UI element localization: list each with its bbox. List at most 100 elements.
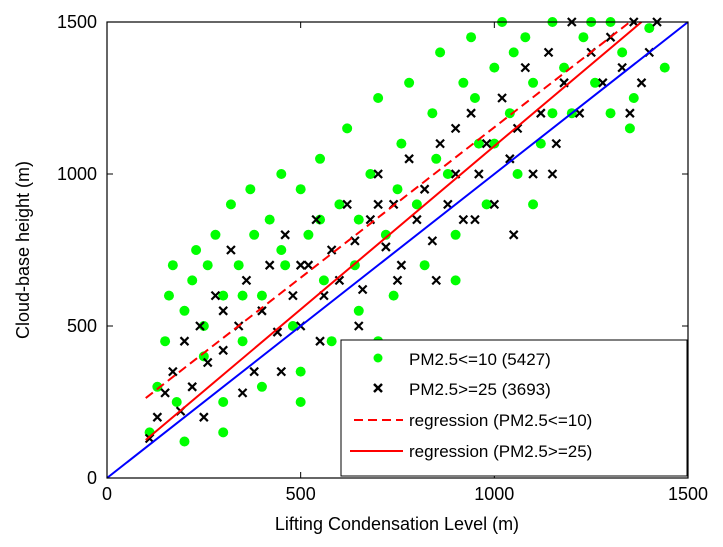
scatter-point-x: [636, 78, 647, 88]
scatter-point-green: [380, 229, 391, 240]
scatter-point-green: [590, 77, 601, 88]
scatter-point-green: [245, 184, 256, 195]
scatter-point-x: [249, 366, 259, 377]
scatter-point-x: [210, 290, 221, 301]
scatter-point-x: [497, 93, 507, 103]
scatter-point-green: [605, 108, 616, 119]
scatter-point-x: [179, 336, 190, 346]
scatter-point-x: [466, 108, 476, 118]
scatter-point-x: [288, 290, 298, 301]
x-axis-label: Lifting Condensation Level (m): [275, 514, 519, 534]
scatter-point-green: [295, 366, 306, 377]
legend-label: regression (PM2.5<=10): [409, 411, 592, 430]
legend-label: PM2.5>=25 (3693): [409, 380, 551, 399]
scatter-point-green: [481, 199, 492, 210]
scatter-point-x: [272, 327, 283, 337]
scatter-point-x: [431, 275, 442, 286]
scatter-point-green: [191, 245, 202, 255]
scatter-point-x: [481, 138, 492, 149]
y-tick-label: 1000: [57, 164, 97, 184]
scatter-point-green: [624, 123, 635, 134]
scatter-point-green: [659, 62, 670, 73]
scatter-point-green: [237, 290, 248, 301]
scatter-point-x: [404, 154, 414, 164]
scatter-point-green: [427, 108, 438, 119]
scatter-point-green: [342, 123, 353, 134]
scatter-point-green: [628, 93, 639, 103]
scatter-point-x: [419, 184, 430, 194]
scatter-point-x: [512, 123, 523, 134]
scatter-point-x: [508, 230, 519, 240]
scatter-point-green: [202, 260, 213, 271]
legend-box: [340, 339, 688, 477]
y-axis-label: Cloud-base height (m): [13, 161, 33, 339]
scatter-point-x: [168, 366, 178, 377]
scatter-point-x: [311, 214, 321, 225]
y-tick-label: 0: [87, 468, 97, 488]
scatter-point-x: [353, 321, 364, 331]
scatter-point-x: [598, 78, 608, 88]
scatter-point-x: [373, 199, 383, 210]
scatter-point-x: [160, 388, 170, 398]
scatter-point-green: [163, 290, 174, 301]
scatter-point-green: [489, 138, 500, 149]
scatter-point-x: [520, 62, 531, 73]
scatter-point-x: [551, 138, 562, 149]
scatter-point-x: [295, 260, 306, 270]
scatter-point-green: [535, 138, 546, 149]
legend-x-marker: [373, 383, 383, 393]
scatter-point-green: [318, 275, 329, 286]
scatter-point-x: [489, 199, 500, 210]
scatter-point-x: [276, 366, 287, 377]
scatter-point-x: [528, 169, 538, 179]
legend-label: regression (PM2.5>=25): [409, 442, 592, 461]
scatter-point-x: [381, 242, 391, 252]
legend-dot-marker: [373, 353, 383, 363]
scatter-point-green: [280, 260, 291, 271]
scatter-point-x: [547, 169, 558, 179]
scatter-point-green: [210, 229, 221, 240]
regression-lines: [106, 21, 689, 479]
scatter-point-green: [179, 305, 190, 316]
scatter-point-green: [617, 47, 628, 58]
y-tick-label: 500: [67, 316, 97, 336]
scatter-point-green: [276, 245, 287, 255]
scatter-point-green: [431, 153, 442, 164]
scatter-point-green: [411, 199, 422, 210]
scatter-point-green: [547, 108, 558, 119]
scatter-point-x: [625, 108, 635, 118]
scatter-point-x: [218, 345, 228, 356]
scatter-point-green: [473, 138, 484, 149]
scatter-point-green: [489, 62, 500, 73]
scatter-point-x: [218, 306, 228, 316]
scatter-point-x: [303, 260, 314, 270]
scatter-point-green: [237, 336, 248, 347]
scatter-point-green: [466, 32, 477, 43]
scatter-point-green: [218, 427, 229, 438]
scatter-point-green: [353, 305, 364, 316]
regression-line-dashed: [145, 21, 631, 399]
scatter-point-green: [225, 199, 236, 210]
scatter-point-green: [295, 397, 306, 407]
scatter-point-green: [353, 214, 364, 225]
scatter-point-green: [442, 169, 453, 179]
scatter-point-green: [450, 229, 461, 240]
scatter-point-x: [199, 412, 209, 422]
scatter-point-x: [435, 138, 445, 149]
scatter-point-x: [470, 214, 480, 225]
scatter-point-x: [396, 260, 407, 270]
scatter-point-green: [167, 260, 178, 271]
scatter-point-x: [617, 62, 627, 73]
scatter-point-green: [218, 397, 229, 407]
one-to-one-line: [106, 21, 689, 479]
scatter-point-green: [644, 23, 655, 34]
scatter-point-x: [226, 245, 236, 255]
scatter-point-green: [152, 381, 163, 392]
scatter-point-x: [195, 321, 205, 331]
scatter-point-green: [315, 153, 326, 164]
scatter-point-x: [443, 199, 453, 210]
scatter-point-x: [342, 199, 352, 210]
scatter-point-green: [512, 169, 523, 179]
scatter-point-green: [303, 229, 314, 240]
scatter-point-green: [264, 214, 275, 225]
